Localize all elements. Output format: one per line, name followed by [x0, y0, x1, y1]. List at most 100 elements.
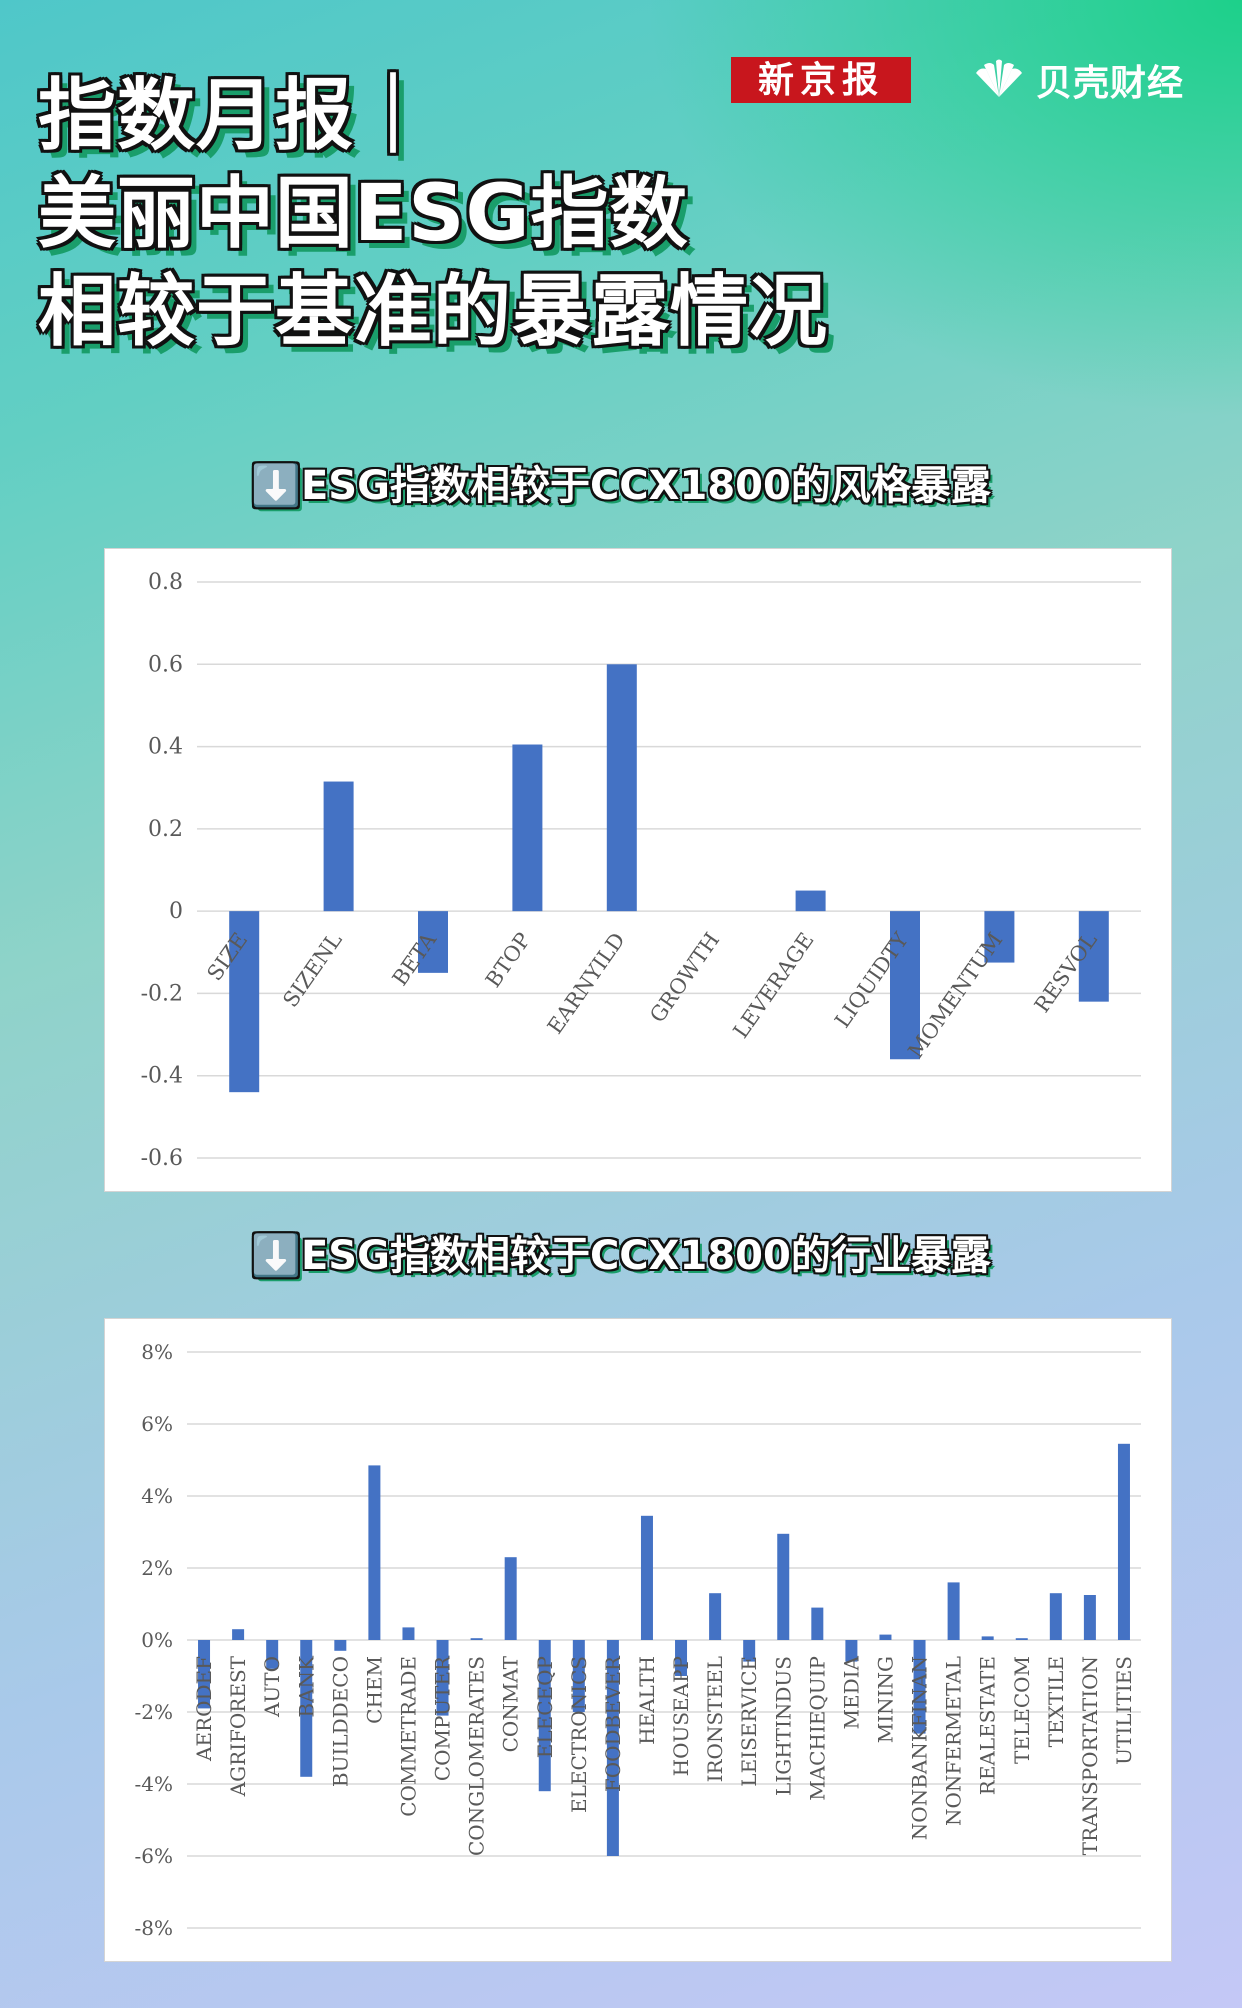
industry-bar-commetrade	[402, 1627, 415, 1640]
industry-ytick-label: 2%	[141, 1556, 173, 1580]
style-xtick-label-leverage: LEVERAGE	[729, 928, 819, 1042]
style-xtick-label-sizenl: SIZENL	[278, 928, 346, 1011]
style-bar-momentum	[984, 911, 1015, 963]
brand-beike-logo: 贝壳财经	[970, 52, 1184, 108]
industry-xtick-label-media: MEDIA	[839, 1655, 863, 1729]
industry-xtick-label-commetrade: COMMETRADE	[396, 1656, 420, 1817]
industry-bar-auto	[266, 1640, 279, 1669]
style-xtick-label-growth: GROWTH	[645, 928, 724, 1027]
industry-xtick-label-conmat: CONMAT	[499, 1655, 523, 1752]
brand-xinjingbao-logo: 新京报	[731, 57, 911, 103]
industry-bar-bank	[300, 1640, 313, 1777]
industry-bar-ironsteel	[709, 1593, 722, 1640]
industry-xtick-label-eleceqp: ELECEQP	[533, 1656, 557, 1758]
chart2-section-title: ⬇️ESG指数相较于CCX1800的行业暴露	[0, 1223, 1242, 1281]
chart1-section-title: ⬇️ESG指数相较于CCX1800的风格暴露	[0, 453, 1242, 511]
style-ytick-label: 0	[169, 899, 183, 924]
style-ytick-label: -0.4	[141, 1064, 183, 1089]
industry-bar-foodbever	[606, 1640, 619, 1856]
industry-ytick-label: -6%	[135, 1844, 174, 1868]
industry-bar-eleceqp	[538, 1640, 551, 1792]
style-ytick-label: 0.8	[148, 570, 183, 595]
industry-xtick-label-electronics: ELECTRONICS	[567, 1656, 591, 1813]
style-bar-size	[229, 911, 260, 1093]
industry-xtick-label-utilities: UTILITIES	[1112, 1656, 1136, 1765]
industry-ytick-label: 8%	[141, 1340, 173, 1364]
industry-xtick-label-computer: COMPUTER	[431, 1655, 455, 1781]
industry-xtick-label-houseapp: HOUSEAPP	[669, 1656, 693, 1776]
industry-xtick-label-leiservice: LEISERVICE	[737, 1656, 761, 1787]
industry-ytick-label: -8%	[135, 1916, 174, 1940]
style-bar-beta	[418, 911, 448, 973]
shell-icon	[976, 59, 1022, 97]
industry-xtick-label-agriforest: AGRIFOREST	[226, 1655, 250, 1797]
industry-bar-lightindus	[777, 1533, 790, 1640]
industry-xtick-label-nonbankfinan: NONBANKFINAN	[908, 1656, 932, 1840]
industry-xtick-label-machiequip: MACHIEQUIP	[805, 1656, 829, 1801]
industry-xtick-label-auto: AUTO	[260, 1656, 284, 1718]
brand-beike-text: 贝壳财经	[1036, 63, 1185, 104]
style-ytick-label: 0.6	[148, 652, 183, 677]
industry-bar-agriforest	[232, 1629, 245, 1640]
industry-bar-houseapp	[675, 1640, 688, 1676]
industry-bar-nonfermetal	[947, 1582, 960, 1640]
style-ytick-label: -0.6	[141, 1146, 183, 1171]
industry-bar-builddeco	[334, 1640, 347, 1651]
industry-xtick-label-lightindus: LIGHTINDUS	[771, 1656, 795, 1796]
industry-bar-conglomerates	[470, 1638, 483, 1640]
industry-exposure-chart: 8% 6% 4% 2% 0% -2% -4% -6% -8% AERODEF AGRIFOREST A…	[135, 1340, 1141, 1940]
style-bar-btop	[512, 744, 543, 912]
industry-ytick-label: 0%	[141, 1628, 173, 1652]
industry-xtick-label-aerodef: AERODEF	[192, 1656, 216, 1762]
industry-ytick-label: 6%	[141, 1412, 173, 1436]
page-title-line-2: 美丽中国ESG指数	[38, 169, 689, 259]
style-ytick-label: -0.2	[141, 981, 183, 1006]
industry-bar-textile	[1049, 1593, 1062, 1640]
style-xtick-label-btop: BTOP	[481, 928, 536, 992]
industry-bar-health	[640, 1515, 653, 1640]
industry-bar-electronics	[572, 1640, 585, 1712]
page-title-line-3: 相较于基准的暴露情况	[38, 267, 829, 357]
industry-xtick-label-mining: MINING	[873, 1656, 897, 1743]
style-exposure-chart-panel: 0.8 0.6 0.4 0.2 0 -0.2 -0.4 -0.6 SIZE SIZENL BETA B…	[104, 548, 1172, 1192]
industry-xtick-label-nonfermetal: NONFERMETAL	[942, 1656, 966, 1826]
industry-ytick-label: 4%	[141, 1484, 173, 1508]
style-ytick-label: 0.4	[148, 735, 183, 760]
industry-xtick-label-bank: BANK	[294, 1655, 318, 1718]
industry-xtick-label-health: HEALTH	[635, 1656, 659, 1745]
industry-xtick-label-textile: TEXTILE	[1044, 1656, 1068, 1747]
style-bar-earnyild	[606, 664, 637, 912]
industry-bar-media	[845, 1640, 858, 1662]
industry-xtick-label-telecom: TELECOM	[1010, 1656, 1034, 1764]
chart1-title: ⬇️ESG指数相较于CCX1800的风格暴露	[251, 463, 991, 509]
industry-bar-aerodef	[198, 1640, 211, 1709]
style-xtick-label-earnyild: EARNYILD	[543, 928, 630, 1038]
industry-bar-chem	[368, 1465, 381, 1640]
industry-xtick-label-builddeco: BUILDDECO	[328, 1656, 352, 1787]
industry-xtick-label-conglomerates: CONGLOMERATES	[465, 1656, 489, 1856]
industry-bar-mining	[879, 1634, 892, 1640]
industry-bar-telecom	[1015, 1638, 1028, 1640]
industry-exposure-chart-panel: 8% 6% 4% 2% 0% -2% -4% -6% -8% AERODEF AGRIFOREST A…	[104, 1318, 1172, 1962]
industry-bar-machiequip	[811, 1607, 824, 1640]
industry-xtick-label-transportation: TRANSPORTATION	[1078, 1656, 1102, 1855]
style-bar-leverage	[795, 890, 826, 912]
industry-bar-realestate	[981, 1636, 994, 1640]
industry-bar-leiservice	[743, 1640, 756, 1662]
industry-bar-utilities	[1117, 1443, 1130, 1640]
industry-xtick-label-foodbever: FOODBEVER	[601, 1655, 625, 1792]
style-bar-liquidty	[890, 911, 920, 1060]
industry-bar-transportation	[1083, 1595, 1096, 1640]
industry-xtick-label-realestate: REALESTATE	[976, 1656, 1000, 1795]
page-title-line-1: 指数月报｜	[38, 71, 434, 161]
chart2-title: ⬇️ESG指数相较于CCX1800的行业暴露	[251, 1233, 991, 1279]
industry-xtick-label-ironsteel: IRONSTEEL	[703, 1656, 727, 1782]
industry-bar-conmat	[504, 1557, 517, 1640]
industry-ytick-label: -2%	[135, 1700, 174, 1724]
style-ytick-label: 0.2	[148, 817, 183, 842]
style-bar-sizenl	[323, 781, 354, 912]
industry-ytick-label: -4%	[135, 1772, 174, 1796]
industry-bar-nonbankfinan	[913, 1640, 926, 1734]
industry-bar-computer	[436, 1640, 449, 1716]
